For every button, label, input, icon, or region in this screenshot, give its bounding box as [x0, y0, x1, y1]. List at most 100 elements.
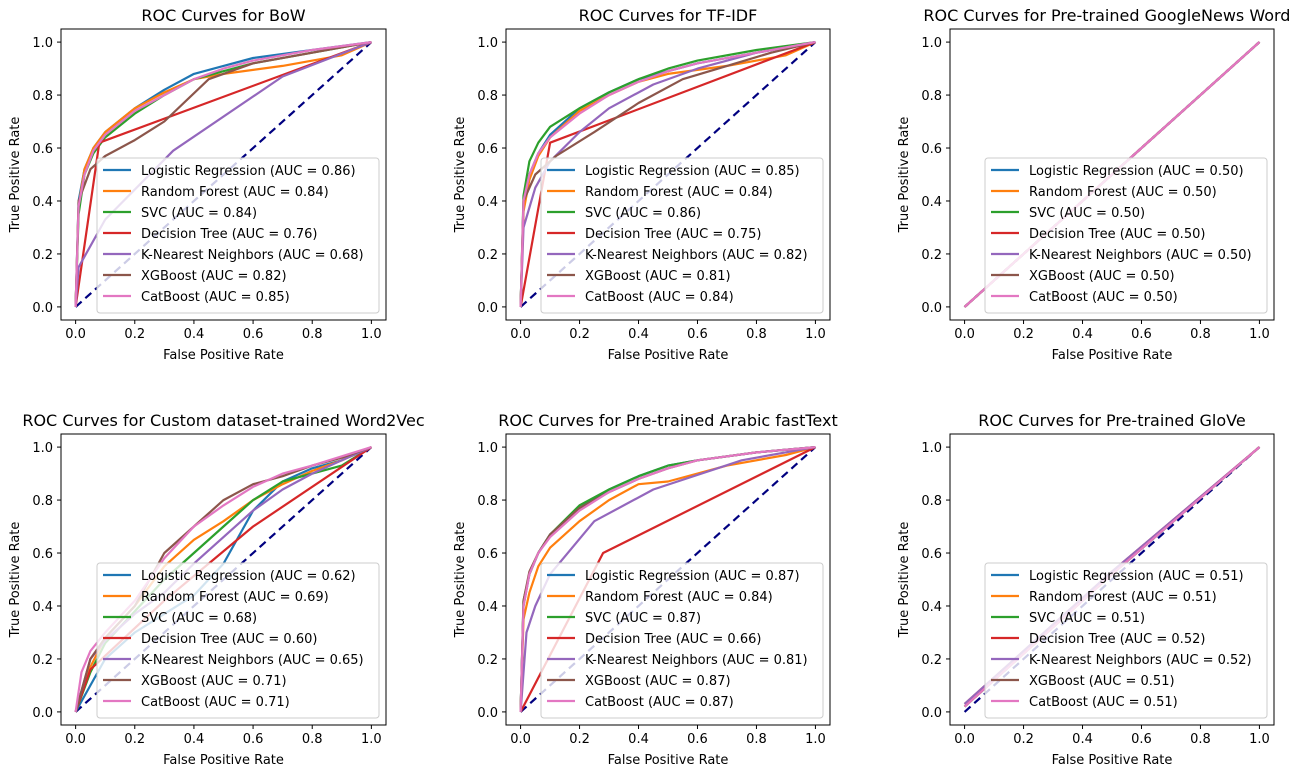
y-tick-label: 0.8: [921, 89, 942, 104]
x-tick-label: 0.6: [1131, 732, 1152, 747]
legend-entry: Decision Tree (AUC = 0.75): [585, 227, 761, 242]
legend-entry: Random Forest (AUC = 0.84): [585, 590, 773, 605]
y-tick-label: 0.4: [477, 195, 498, 210]
roc-line-xgboost: [74, 41, 372, 307]
legend: Logistic Regression (AUC = 0.85) Random F…: [540, 157, 824, 314]
y-tick-label: 0.0: [477, 706, 498, 721]
x-tick-label: 0.6: [1131, 327, 1152, 342]
legend-entry: K-Nearest Neighbors (AUC = 0.81): [585, 653, 808, 668]
roc-line-svc: [519, 41, 816, 307]
legend-entry: XGBoost (AUC = 0.71): [141, 674, 287, 689]
y-tick-label: 0.0: [32, 706, 53, 721]
axes-frame: [60, 28, 387, 321]
x-tick-label: 0.2: [569, 732, 590, 747]
x-tick-label: 0.2: [1013, 327, 1034, 342]
x-axis-label: False Positive Rate: [1052, 348, 1173, 363]
subplot-title: ROC Curves for BoW: [141, 6, 305, 25]
subplot-title: ROC Curves for TF-IDF: [579, 6, 758, 25]
x-axis-label: False Positive Rate: [1052, 753, 1173, 768]
subplot-2: ROC Curves for TF-IDF 0.0 0.0 0.2 0.2 0.4 0.4 0…: [453, 6, 831, 363]
x-tick-label: 0.4: [184, 327, 205, 342]
x-axis-label: False Positive Rate: [608, 753, 729, 768]
subplot-title: ROC Curves for Pre-trained GoogleNews Wo…: [923, 6, 1289, 25]
axes-frame: [60, 433, 387, 726]
legend-entry: K-Nearest Neighbors (AUC = 0.52): [1029, 653, 1252, 668]
legend-entry: Random Forest (AUC = 0.51): [1029, 590, 1217, 605]
x-tick-label: 0.4: [628, 327, 649, 342]
legend: Logistic Regression (AUC = 0.50) Random F…: [984, 157, 1268, 314]
legend-entry: CatBoost (AUC = 0.50): [1029, 290, 1178, 305]
y-tick-label: 0.2: [477, 248, 498, 263]
y-tick-label: 0.2: [921, 248, 942, 263]
y-tick-label: 1.0: [32, 441, 53, 456]
roc-line-catboost: [519, 41, 816, 307]
legend-entry: XGBoost (AUC = 0.50): [1029, 269, 1175, 284]
legend: Logistic Regression (AUC = 0.86) Random F…: [96, 157, 380, 314]
axes-frame: [949, 28, 1275, 321]
legend-box: [540, 157, 824, 314]
subplot-4: ROC Curves for Custom dataset-trained Wo…: [8, 411, 425, 768]
legend-entry: XGBoost (AUC = 0.81): [585, 269, 731, 284]
y-axis-label: True Positive Rate: [897, 117, 912, 234]
y-tick-label: 0.6: [477, 142, 498, 157]
y-tick-label: 0.0: [921, 301, 942, 316]
y-axis-label: True Positive Rate: [897, 522, 912, 639]
x-tick-label: 0.0: [510, 732, 531, 747]
y-tick-label: 0.8: [32, 494, 53, 509]
legend-entry: Random Forest (AUC = 0.84): [585, 185, 773, 200]
y-tick-label: 1.0: [477, 441, 498, 456]
subplot-1: ROC Curves for BoW 0.0 0.0 0.2 0.2 0.4 0.4 0.6 0…: [8, 6, 387, 363]
legend-entry: CatBoost (AUC = 0.87): [585, 695, 734, 710]
legend-entry: Logistic Regression (AUC = 0.50): [1029, 164, 1244, 179]
y-tick-label: 0.6: [921, 547, 942, 562]
x-tick-label: 0.8: [302, 732, 323, 747]
x-tick-label: 0.2: [1013, 732, 1034, 747]
axes-frame: [949, 433, 1275, 726]
roc-line-catboost: [74, 446, 372, 713]
legend-entry: K-Nearest Neighbors (AUC = 0.82): [585, 248, 808, 263]
legend: Logistic Regression (AUC = 0.51) Random F…: [984, 562, 1268, 719]
roc-line-random-forest: [519, 446, 816, 712]
legend-entry: Logistic Regression (AUC = 0.86): [141, 164, 356, 179]
legend-entry: K-Nearest Neighbors (AUC = 0.65): [141, 653, 364, 668]
y-tick-label: 0.6: [477, 547, 498, 562]
roc-line-random-forest: [519, 41, 816, 307]
legend-entry: SVC (AUC = 0.51): [1029, 611, 1145, 626]
legend-entry: SVC (AUC = 0.68): [141, 611, 257, 626]
x-tick-label: 0.6: [687, 732, 708, 747]
x-tick-label: 1.0: [805, 732, 826, 747]
legend-entry: Random Forest (AUC = 0.50): [1029, 185, 1217, 200]
axes-frame: [505, 28, 831, 321]
subplot-title: ROC Curves for Custom dataset-trained Wo…: [22, 411, 424, 430]
y-axis-label: True Positive Rate: [8, 522, 23, 639]
legend-box: [96, 157, 380, 314]
roc-line-catboost: [74, 41, 372, 307]
legend-entry: Decision Tree (AUC = 0.60): [141, 632, 317, 647]
roc-line-catboost: [519, 446, 816, 712]
x-tick-label: 0.4: [628, 732, 649, 747]
x-tick-label: 0.4: [1072, 732, 1093, 747]
y-tick-label: 0.4: [921, 600, 942, 615]
y-tick-label: 0.2: [32, 248, 53, 263]
x-tick-label: 0.6: [243, 732, 264, 747]
subplot-3: ROC Curves for Pre-trained GoogleNews Wo…: [897, 6, 1289, 363]
y-tick-label: 0.4: [921, 195, 942, 210]
x-tick-label: 0.0: [65, 327, 86, 342]
x-tick-label: 0.2: [569, 327, 590, 342]
legend-box: [984, 562, 1268, 719]
y-axis-label: True Positive Rate: [453, 117, 468, 234]
x-tick-label: 0.4: [1072, 327, 1093, 342]
y-tick-label: 0.8: [477, 494, 498, 509]
legend-entry: SVC (AUC = 0.86): [585, 206, 701, 221]
legend-entry: CatBoost (AUC = 0.84): [585, 290, 734, 305]
roc-line-xgboost: [519, 41, 816, 307]
y-axis-label: True Positive Rate: [8, 117, 23, 234]
x-tick-label: 1.0: [805, 327, 826, 342]
roc-line-k-nearest-neighbors: [519, 446, 816, 712]
x-tick-label: 0.6: [243, 327, 264, 342]
legend: Logistic Regression (AUC = 0.87) Random F…: [540, 562, 824, 719]
legend-entry: Decision Tree (AUC = 0.52): [1029, 632, 1205, 647]
x-tick-label: 0.0: [954, 732, 975, 747]
x-tick-label: 0.8: [1190, 327, 1211, 342]
x-tick-label: 0.0: [954, 327, 975, 342]
